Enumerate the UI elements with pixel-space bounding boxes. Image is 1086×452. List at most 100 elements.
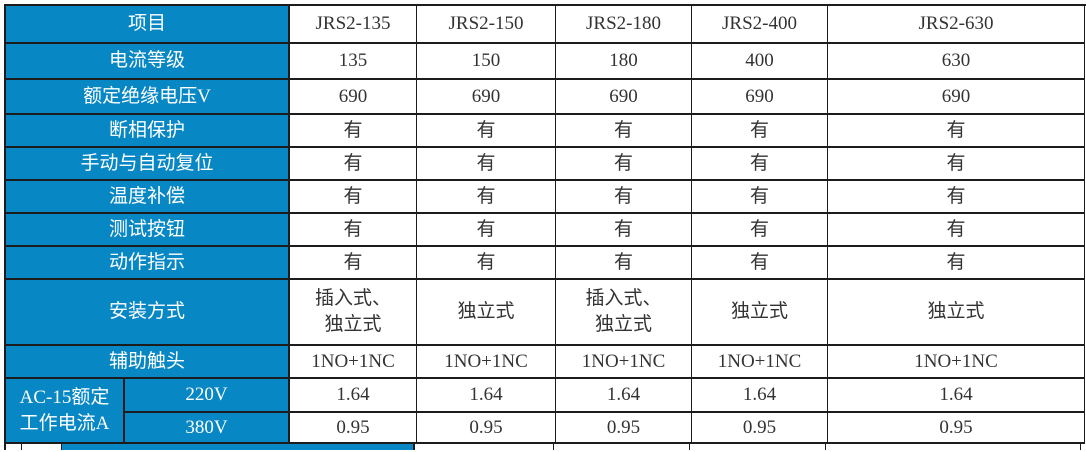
value-cell: 1NO+1NC — [692, 346, 828, 379]
value-cell: 1NO+1NC — [556, 346, 692, 379]
table-row-220v: 220V 1.64 1.64 1.64 1.64 1.64 — [125, 379, 1085, 413]
value-cell: 有 — [692, 181, 828, 214]
value-cell: 690 — [290, 80, 417, 115]
value-cell: 有 — [692, 115, 828, 148]
value-cell: 有 — [828, 247, 1085, 280]
value-cell-line: 插入式、 — [314, 288, 391, 310]
value-cell: 有 — [417, 214, 556, 247]
value-cell: 有 — [556, 247, 692, 280]
group-label-ac15-rated-operating-current-line: 工作电流A — [19, 412, 110, 434]
value-cell: 有 — [290, 214, 417, 247]
value-cell: 插入式、 独立式 — [556, 280, 692, 346]
table-row-action-indication: 动作指示有有有有有 — [6, 247, 1086, 280]
group-label-ac15-rated-operating-current: AC-15额定 工作电流A — [6, 379, 125, 444]
table-row-auxiliary-contact: 辅助触头 1NO+1NC 1NO+1NC 1NO+1NC 1NO+1NC 1NO+1NC — [6, 346, 1086, 379]
value-cell: 1.64 — [692, 379, 828, 413]
group-ac15-rated-operating-current: AC-15额定 工作电流A 220V 1.64 1.64 1.64 1.64 1.64 380V… — [6, 379, 1086, 444]
value-cell: 690 — [556, 80, 692, 115]
value-cell: 有 — [290, 181, 417, 214]
column-header-model: JRS2-180 — [556, 6, 692, 44]
row-label-manual-auto-reset: 手动与自动复位 — [6, 148, 290, 181]
table-row-phase-failure-protection: 断相保护有有有有有 — [6, 115, 1086, 148]
row-label-phase-failure-protection: 断相保护 — [6, 115, 290, 148]
value-cell: 690 — [692, 80, 828, 115]
value-cell: 有 — [290, 148, 417, 181]
value-cell: 1.64 — [828, 379, 1085, 413]
value-cell: 有 — [556, 148, 692, 181]
row-label-action-indication: 动作指示 — [6, 247, 290, 280]
value-cell: 1NO+1NC — [290, 346, 417, 379]
value-cell: 有 — [417, 115, 556, 148]
group-label-ac15-rated-operating-current-line: AC-15额定 — [19, 386, 110, 408]
value-cell: 有 — [417, 247, 556, 280]
value-cell: 独立式 — [828, 280, 1085, 346]
table-row-rated-insulation-voltage: 额定绝缘电压V 690 690 690 690 690 — [6, 80, 1086, 115]
column-header-model: JRS2-135 — [290, 6, 417, 44]
partial-cell — [62, 444, 415, 450]
row-label-mounting-type: 安装方式 — [6, 280, 290, 346]
column-header-model: JRS2-150 — [417, 6, 556, 44]
row-label-current-rating: 电流等级 — [6, 44, 290, 80]
value-cell: 有 — [692, 247, 828, 280]
table-row-380v: 380V 0.95 0.95 0.95 0.95 0.95 — [125, 413, 1085, 444]
value-cell: 插入式、 独立式 — [290, 280, 417, 346]
value-cell: 独立式 — [692, 280, 828, 346]
table-row-test-button: 测试按钮有有有有有 — [6, 214, 1086, 247]
partial-cell — [690, 444, 826, 450]
row-label-auxiliary-contact: 辅助触头 — [6, 346, 290, 379]
value-cell: 有 — [828, 181, 1085, 214]
group-sub-rows: 220V 1.64 1.64 1.64 1.64 1.64 380V 0.95 0.95 0.95… — [125, 379, 1085, 444]
value-cell: 1.64 — [556, 379, 692, 413]
value-cell: 独立式 — [417, 280, 556, 346]
value-cell: 630 — [828, 44, 1085, 80]
row-label-rated-insulation-voltage: 额定绝缘电压V — [6, 80, 290, 115]
value-cell: 0.95 — [556, 413, 692, 444]
value-cell: 有 — [290, 247, 417, 280]
value-cell: 有 — [692, 214, 828, 247]
value-cell: 有 — [828, 214, 1085, 247]
partial-cell — [6, 444, 22, 450]
table-row-temperature-compensation: 温度补偿有有有有有 — [6, 181, 1086, 214]
value-cell: 1NO+1NC — [828, 346, 1085, 379]
row-label-test-button: 测试按钮 — [6, 214, 290, 247]
value-cell: 400 — [692, 44, 828, 80]
table-row-current-rating: 电流等级 135 150 180 400 630 — [6, 44, 1086, 80]
value-cell: 690 — [828, 80, 1085, 115]
header-cell-item: 项目 — [6, 6, 290, 44]
value-cell: 1NO+1NC — [417, 346, 556, 379]
partial-row — [6, 444, 1086, 450]
partial-cell — [554, 444, 690, 450]
value-cell: 180 — [556, 44, 692, 80]
partial-cell — [415, 444, 554, 450]
sub-label-220v: 220V — [125, 379, 290, 413]
value-cell: 1.64 — [417, 379, 556, 413]
sub-label-380v: 380V — [125, 413, 290, 444]
value-cell: 有 — [556, 115, 692, 148]
value-cell: 有 — [828, 148, 1085, 181]
value-cell: 0.95 — [290, 413, 417, 444]
table-row-mounting-type: 安装方式 插入式、 独立式 独立式 插入式、 独立式 独立式 独立式 — [6, 280, 1086, 346]
row-label-temperature-compensation: 温度补偿 — [6, 181, 290, 214]
value-cell: 有 — [417, 181, 556, 214]
value-cell: 有 — [556, 181, 692, 214]
value-cell: 690 — [417, 80, 556, 115]
value-cell: 有 — [417, 148, 556, 181]
value-cell-line: 独立式 — [594, 314, 652, 335]
value-cell: 有 — [290, 115, 417, 148]
value-cell: 0.95 — [692, 413, 828, 444]
value-cell-line: 独立式 — [324, 314, 382, 335]
value-cell: 有 — [828, 115, 1085, 148]
column-header-model: JRS2-630 — [828, 6, 1085, 44]
value-cell-line: 插入式、 — [585, 288, 662, 310]
value-cell: 0.95 — [828, 413, 1085, 444]
value-cell: 135 — [290, 44, 417, 80]
value-cell: 0.95 — [417, 413, 556, 444]
partial-cell — [826, 444, 1081, 450]
value-cell: 有 — [556, 214, 692, 247]
value-cell: 150 — [417, 44, 556, 80]
spec-table: 项目 JRS2-135 JRS2-150 JRS2-180 JRS2-400 JRS2-6… — [4, 4, 1086, 450]
header-row: 项目 JRS2-135 JRS2-150 JRS2-180 JRS2-400 JRS2-6… — [6, 6, 1086, 44]
table-row-manual-auto-reset: 手动与自动复位有有有有有 — [6, 148, 1086, 181]
value-cell: 有 — [692, 148, 828, 181]
value-cell: 1.64 — [290, 379, 417, 413]
